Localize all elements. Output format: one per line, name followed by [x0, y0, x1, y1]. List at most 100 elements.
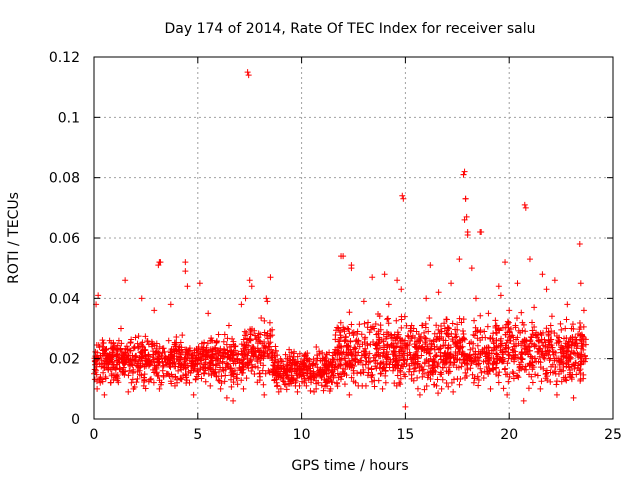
- data-point: [198, 375, 205, 382]
- data-point: [262, 370, 269, 377]
- data-point: [264, 298, 271, 305]
- data-point: [280, 378, 287, 385]
- data-point: [248, 283, 255, 290]
- data-point: [518, 359, 525, 366]
- data-point: [456, 315, 463, 322]
- data-point: [444, 355, 451, 362]
- data-point: [498, 335, 505, 342]
- data-point: [391, 380, 398, 387]
- data-point: [218, 352, 225, 359]
- data-point: [222, 372, 229, 379]
- data-point: [216, 347, 223, 354]
- data-point: [400, 363, 407, 370]
- data-point: [338, 355, 345, 362]
- data-point: [260, 355, 267, 362]
- data-point: [496, 327, 503, 334]
- data-point: [269, 332, 276, 339]
- x-tick-label: 20: [500, 427, 518, 443]
- data-point: [291, 350, 298, 357]
- data-point: [504, 318, 511, 325]
- data-point: [108, 354, 115, 361]
- data-point: [429, 369, 436, 376]
- data-point: [564, 357, 571, 364]
- data-point: [579, 343, 586, 350]
- y-tick-label: 0.12: [49, 50, 80, 66]
- data-point: [398, 348, 405, 355]
- data-point: [286, 380, 293, 387]
- data-point: [364, 324, 371, 331]
- data-point: [288, 368, 295, 375]
- data-point: [534, 372, 541, 379]
- data-point: [266, 350, 273, 357]
- data-point: [510, 340, 517, 347]
- data-point: [362, 354, 369, 361]
- data-point: [173, 376, 180, 383]
- data-point: [380, 344, 387, 351]
- data-point: [205, 310, 212, 317]
- data-point: [234, 375, 241, 382]
- data-point: [379, 385, 386, 392]
- data-point: [384, 316, 391, 323]
- data-point: [478, 228, 485, 235]
- data-point: [522, 204, 529, 211]
- data-point: [445, 325, 452, 332]
- data-point: [245, 365, 252, 372]
- data-point: [521, 201, 528, 208]
- data-point: [550, 351, 557, 358]
- data-point: [450, 376, 457, 383]
- data-point: [458, 319, 465, 326]
- data-point: [474, 342, 481, 349]
- data-point: [203, 349, 210, 356]
- data-point: [121, 371, 128, 378]
- data-point: [347, 337, 354, 344]
- data-point: [125, 388, 132, 395]
- data-point: [373, 365, 380, 372]
- data-point: [462, 369, 469, 376]
- data-point: [464, 353, 471, 360]
- data-point: [381, 271, 388, 278]
- data-point: [249, 364, 256, 371]
- data-point: [497, 292, 504, 299]
- data-point: [268, 346, 275, 353]
- data-point: [122, 349, 129, 356]
- data-point: [510, 370, 517, 377]
- data-point: [322, 383, 329, 390]
- data-point: [435, 289, 442, 296]
- data-point: [145, 353, 152, 360]
- data-point: [221, 331, 228, 338]
- data-point: [542, 371, 549, 378]
- data-point: [403, 322, 410, 329]
- data-point: [423, 335, 430, 342]
- data-point: [110, 372, 117, 379]
- data-point: [427, 376, 434, 383]
- data-point: [243, 375, 250, 382]
- data-point: [577, 336, 584, 343]
- data-point: [410, 355, 417, 362]
- data-point: [408, 327, 415, 334]
- data-point: [218, 373, 225, 380]
- data-point: [223, 360, 230, 367]
- data-point: [494, 351, 501, 358]
- data-point: [441, 350, 448, 357]
- data-point: [529, 366, 536, 373]
- data-point: [462, 195, 469, 202]
- data-point: [311, 388, 318, 395]
- data-point: [302, 377, 309, 384]
- data-point: [456, 339, 463, 346]
- data-point: [540, 342, 547, 349]
- data-point: [393, 317, 400, 324]
- data-point: [436, 335, 443, 342]
- data-point: [102, 374, 109, 381]
- data-point: [305, 363, 312, 370]
- data-point: [261, 317, 268, 324]
- data-point: [461, 216, 468, 223]
- data-point: [486, 365, 493, 372]
- data-point: [169, 352, 176, 359]
- data-point: [492, 329, 499, 336]
- data-point: [571, 365, 578, 372]
- data-point: [238, 301, 245, 308]
- data-point: [459, 328, 466, 334]
- data-point: [541, 336, 548, 343]
- data-point: [352, 345, 359, 352]
- data-point: [459, 336, 466, 343]
